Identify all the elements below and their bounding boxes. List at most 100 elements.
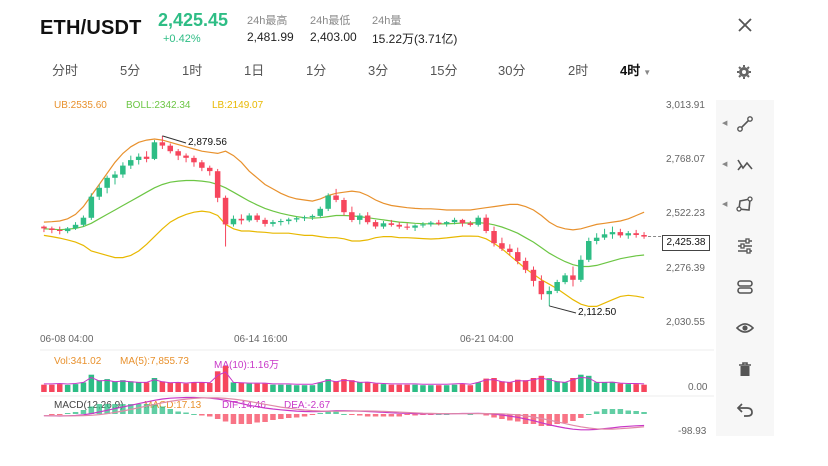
- stat-24h-high: 24h最高 2,481.99: [247, 12, 294, 44]
- volume-bar: [230, 382, 237, 392]
- macd-histogram-bar: [159, 406, 166, 414]
- candle-body: [515, 252, 521, 261]
- candle-body: [301, 217, 308, 219]
- macd-histogram-bar: [467, 414, 474, 415]
- macd-histogram-bar: [633, 411, 639, 414]
- candle-body: [254, 215, 260, 220]
- macd-histogram-bar: [151, 404, 158, 414]
- trash-icon[interactable]: [736, 360, 754, 378]
- volume-bar: [112, 381, 118, 392]
- tab-30m[interactable]: 30分: [498, 63, 526, 78]
- candle-body: [420, 224, 426, 226]
- volume-bar: [96, 380, 102, 392]
- candle-body: [278, 221, 284, 223]
- macd-dif-line: [43, 396, 645, 431]
- candle-body: [609, 232, 616, 235]
- volume-bar: [309, 385, 316, 392]
- candle-body: [633, 233, 639, 235]
- macd-histogram-bar: [191, 414, 197, 415]
- shape-icon[interactable]: [736, 196, 754, 214]
- macd-histogram-bar: [96, 404, 102, 414]
- volume-ma-line: [43, 371, 645, 385]
- macd-histogram-bar: [49, 414, 55, 415]
- macd-histogram-bar: [309, 414, 316, 415]
- tab-3m[interactable]: 3分: [368, 63, 389, 78]
- time-axis-label: 06-21 04:00: [460, 334, 514, 345]
- volume-bar: [443, 385, 450, 392]
- volume-bar: [64, 384, 71, 392]
- tab-1d[interactable]: 1日: [244, 63, 265, 78]
- macd-histogram-bar: [380, 414, 387, 417]
- candle-body: [522, 260, 529, 270]
- macd-histogram-bar: [286, 414, 292, 418]
- volume-bar: [80, 382, 87, 392]
- trend-line-icon[interactable]: [736, 115, 754, 133]
- low-annotation-leader: [549, 305, 577, 314]
- candle-body: [214, 171, 221, 198]
- multi-line-icon[interactable]: [736, 156, 754, 174]
- volume-bar: [246, 383, 252, 392]
- macd-histogram-bar: [388, 414, 395, 417]
- settings-icon[interactable]: [736, 64, 752, 80]
- eye-icon[interactable]: [736, 319, 754, 337]
- stat-24h-low: 24h最低 2,403.00: [310, 12, 357, 44]
- volume-bar: [459, 384, 466, 392]
- volume-bar: [167, 383, 173, 392]
- close-icon[interactable]: [736, 16, 754, 34]
- macd-histogram-bar: [609, 409, 616, 414]
- candle-body: [49, 228, 55, 230]
- macd-histogram-bar: [104, 404, 110, 414]
- candle-body: [601, 234, 608, 238]
- macd-histogram-bar: [262, 414, 268, 422]
- candle-body: [436, 222, 442, 224]
- tab-5m[interactable]: 5分: [120, 63, 141, 78]
- candle-body: [396, 224, 402, 227]
- candle-body: [388, 223, 395, 225]
- tab-15m[interactable]: 15分: [430, 63, 458, 78]
- volume-bar: [199, 382, 205, 392]
- macd-histogram-bar: [230, 414, 237, 424]
- boll-middle-band: [43, 179, 645, 268]
- macd-histogram-bar: [143, 404, 150, 414]
- expand-arrow-icon[interactable]: ◀: [722, 201, 728, 208]
- macd-histogram-bar: [349, 414, 355, 415]
- volume-bar: [57, 384, 63, 392]
- chevron-down-icon: ▼: [643, 68, 652, 77]
- macd-histogram-bar: [617, 409, 624, 414]
- candle-body: [491, 231, 497, 244]
- connect-icon[interactable]: [736, 278, 754, 296]
- volume-bar: [562, 382, 568, 392]
- volume-bar: [641, 384, 647, 392]
- volume-bar: [333, 381, 339, 392]
- adjust-icon[interactable]: [736, 237, 754, 255]
- volume-bar: [72, 384, 79, 392]
- volume-bar: [364, 381, 371, 392]
- tab-1h[interactable]: 1时: [182, 63, 203, 78]
- stat-value: 2,481.99: [247, 30, 294, 44]
- undo-icon[interactable]: [736, 400, 754, 418]
- expand-arrow-icon[interactable]: ◀: [722, 161, 728, 168]
- tab-1m[interactable]: 1分: [306, 63, 327, 78]
- volume-bar: [357, 382, 363, 392]
- candle-body: [230, 218, 237, 225]
- macd-histogram-bar: [364, 414, 371, 417]
- candle-body: [262, 219, 268, 224]
- volume-bar: [41, 384, 47, 392]
- macd-histogram-bar: [625, 410, 631, 414]
- candle-body: [246, 215, 252, 221]
- candle-body: [586, 241, 592, 260]
- macd-histogram-bar: [246, 414, 252, 424]
- candle-body: [88, 196, 95, 218]
- candle-body: [428, 222, 434, 225]
- macd-histogram-bar: [199, 414, 205, 416]
- tab-timeline[interactable]: 分时: [52, 63, 79, 78]
- candle-body: [191, 157, 197, 163]
- tab-4h[interactable]: 4时 ▼: [620, 60, 651, 79]
- expand-arrow-icon[interactable]: ◀: [722, 120, 728, 127]
- volume-bar: [499, 381, 505, 392]
- volume-axis-label: 0.00: [688, 382, 708, 393]
- macd-histogram-bar: [641, 412, 647, 414]
- tab-2h[interactable]: 2时: [568, 63, 589, 78]
- drawing-tools-sidebar: ◀ ◀ ◀: [716, 100, 774, 436]
